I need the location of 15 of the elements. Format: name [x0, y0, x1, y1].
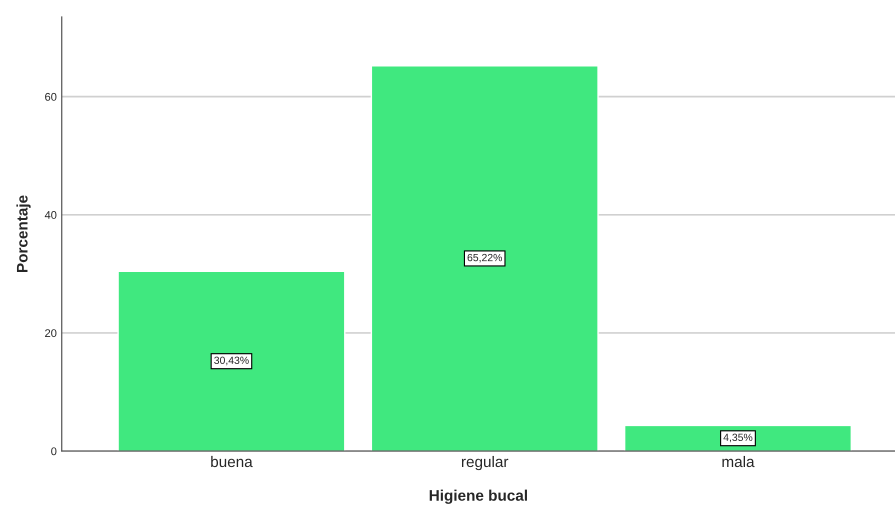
bar: [117, 270, 346, 452]
x-axis-title: Higiene bucal: [430, 490, 527, 504]
data-label: 65,22%: [468, 254, 502, 262]
x-tick-label: regular: [462, 456, 508, 470]
bar: [370, 65, 599, 452]
y-tick-label: 60: [45, 92, 56, 101]
y-tick-label: 0: [51, 447, 56, 456]
x-tick-label: buena: [211, 456, 253, 468]
y-axis-title: Porcentaje: [16, 195, 31, 272]
x-tick-label: mala: [722, 456, 755, 468]
bar: [624, 424, 852, 452]
data-label: 30,43%: [214, 356, 249, 366]
data-label: 4,35%: [723, 434, 752, 442]
y-tick-label: 40: [44, 211, 56, 219]
y-tick-label: 20: [45, 329, 56, 338]
